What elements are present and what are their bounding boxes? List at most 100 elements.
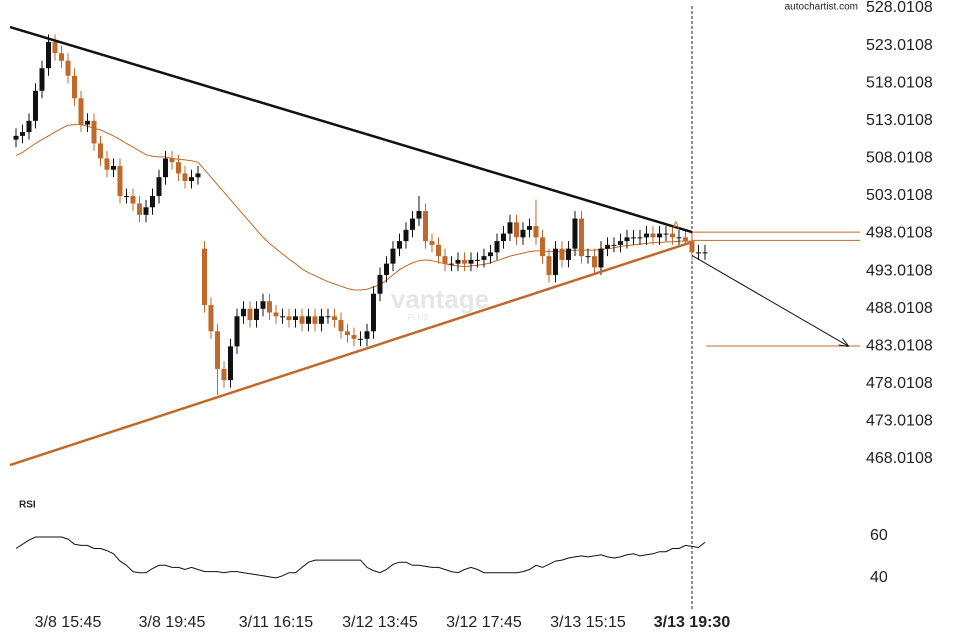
candle-body [643, 233, 649, 238]
candle-body [234, 316, 240, 347]
y-tick-label: 498.0108 [866, 225, 933, 242]
candle-body [65, 60, 71, 76]
rsi-line [15, 536, 706, 579]
candle-body [409, 218, 415, 230]
y-tick-label: 493.0108 [866, 262, 933, 279]
y-tick-label: 508.0108 [866, 150, 933, 167]
candle-body [416, 211, 422, 219]
candle-body [702, 252, 708, 254]
candle-body [299, 316, 305, 324]
candle-body [591, 256, 597, 268]
candle-body [39, 68, 45, 91]
candle-body [78, 98, 84, 125]
candle-body [370, 293, 376, 332]
candle-body [435, 244, 441, 257]
candle-body [552, 248, 558, 275]
candle-body [188, 177, 194, 181]
candle-body [689, 241, 695, 253]
y-tick-label: 468.0108 [866, 450, 933, 467]
candle-body [130, 196, 136, 204]
candle-body [598, 248, 604, 268]
candle-body [403, 229, 409, 242]
candle-body [344, 331, 350, 336]
pattern-marker: A [672, 221, 679, 232]
candle-body [650, 233, 656, 238]
candle-body [260, 301, 266, 309]
candle-body [559, 248, 565, 260]
candle-body [104, 158, 110, 170]
candle-body [312, 316, 318, 324]
candle-body [461, 259, 467, 264]
candle-body [201, 248, 207, 306]
y-tick-label: 528.0108 [866, 0, 933, 16]
y-tick-label: 513.0108 [866, 112, 933, 129]
candle-body [279, 316, 285, 318]
candle-body [175, 162, 181, 174]
candle-body [338, 320, 344, 332]
candle-body [513, 222, 519, 238]
candle-body [695, 252, 701, 254]
candle-body [448, 263, 454, 265]
y-tick-label: 478.0108 [866, 375, 933, 392]
y-tick-label: 483.0108 [866, 337, 933, 354]
candle-body [71, 75, 77, 99]
candle-body [84, 120, 90, 125]
candle-body [364, 331, 370, 339]
candle-body [585, 256, 591, 258]
candle-body [578, 218, 584, 257]
candle-body [221, 368, 227, 381]
candle-body [292, 316, 298, 321]
candle-body [325, 316, 331, 318]
candle-body [91, 120, 97, 144]
candle-body [19, 132, 25, 136]
x-tick-label: 3/12 17:45 [446, 614, 522, 631]
candle-body [136, 203, 142, 215]
candle-body [117, 165, 123, 197]
candle-body [682, 237, 688, 242]
candle-body [318, 316, 324, 324]
candle-body [474, 259, 480, 261]
y-tick-label: 503.0108 [866, 187, 933, 204]
forecast-arrow [691, 254, 848, 346]
candle-body [526, 226, 532, 230]
candle-body [520, 229, 526, 238]
candle-body [162, 158, 168, 178]
candle-body [169, 158, 175, 163]
trend-line [9, 240, 693, 467]
candle-body [110, 165, 116, 170]
candle-body [429, 241, 435, 245]
x-tick-label: 3/13 19:30 [654, 614, 731, 631]
y-tick-label: 523.0108 [866, 37, 933, 54]
candle-body [266, 301, 272, 313]
watermark-sub: PLUS [408, 313, 429, 322]
candle-body [182, 173, 188, 181]
candle-body [656, 233, 662, 238]
y-tick-label: 488.0108 [866, 300, 933, 317]
x-tick-label: 3/13 15:15 [550, 614, 626, 631]
candle-body [539, 237, 545, 257]
candle-body [396, 241, 402, 249]
candle-body [58, 53, 64, 61]
candle-body [422, 211, 428, 242]
candle-body [52, 41, 58, 54]
candle-body [468, 259, 474, 264]
candle-body [377, 274, 383, 294]
x-tick-label: 3/8 19:45 [139, 614, 206, 631]
candle-body [13, 135, 19, 140]
candle-body [500, 233, 506, 242]
candle-body [351, 335, 357, 339]
rsi-title: RSI [19, 500, 36, 511]
candle-body [630, 237, 636, 239]
y-tick-label: 473.0108 [866, 413, 933, 430]
candle-body [442, 256, 448, 264]
x-tick-label: 3/8 15:45 [35, 614, 102, 631]
candle-body [195, 173, 201, 178]
candle-body [156, 177, 162, 197]
candle-body [546, 256, 552, 275]
candle-body [455, 259, 461, 264]
trend-line [9, 25, 693, 234]
candle-body [663, 233, 669, 235]
candle-body [26, 120, 32, 133]
candle-body [481, 256, 487, 260]
candle-body [611, 244, 617, 246]
